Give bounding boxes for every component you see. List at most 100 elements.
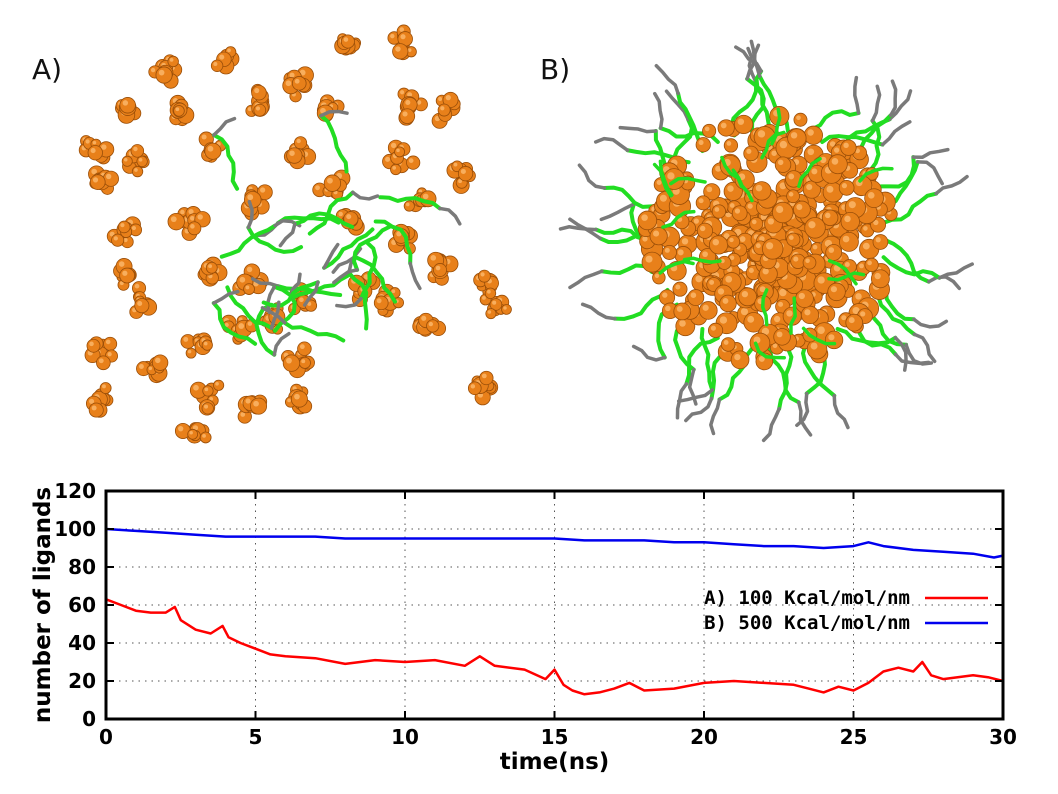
atom-highlight bbox=[405, 202, 410, 207]
atom-highlight bbox=[133, 146, 138, 152]
atom-sphere bbox=[752, 181, 772, 201]
atom-sphere bbox=[298, 356, 311, 369]
atom-highlight bbox=[470, 384, 476, 389]
bond-line bbox=[770, 107, 782, 146]
bond-line bbox=[753, 341, 786, 360]
ligand-tail bbox=[934, 174, 969, 196]
ligand-tail bbox=[761, 406, 781, 443]
atom-highlight bbox=[189, 215, 195, 221]
atom-sphere bbox=[187, 221, 202, 236]
atom-highlight bbox=[148, 366, 153, 371]
ligand-tail bbox=[887, 89, 913, 122]
atom-sphere bbox=[204, 142, 222, 160]
atom-highlight bbox=[492, 300, 497, 305]
atom-highlight bbox=[123, 237, 128, 243]
ligand-tail bbox=[631, 344, 667, 362]
atom-highlight bbox=[757, 130, 766, 138]
atom-sphere bbox=[673, 302, 692, 321]
ligand-chain bbox=[373, 219, 413, 266]
atom-highlight bbox=[706, 186, 713, 193]
bond-line bbox=[777, 346, 794, 411]
bond-line bbox=[853, 75, 861, 115]
bond-line bbox=[272, 284, 297, 333]
bond-line bbox=[211, 301, 258, 346]
atom-highlight bbox=[395, 46, 401, 52]
atom-highlight bbox=[137, 300, 143, 306]
atom-highlight bbox=[741, 290, 749, 298]
bond-line bbox=[754, 69, 772, 132]
bond-line bbox=[664, 89, 690, 122]
ligand-tail bbox=[888, 79, 898, 118]
atom-highlight bbox=[863, 226, 868, 231]
tick-marks bbox=[105, 490, 1004, 720]
bond-line bbox=[915, 160, 944, 186]
ligand-cluster bbox=[335, 208, 365, 236]
atom-highlight bbox=[215, 381, 219, 386]
atom-highlight bbox=[102, 384, 106, 389]
atom-sphere bbox=[719, 294, 737, 313]
legend-label: A) 100 Kcal/mol/nm bbox=[704, 587, 910, 609]
atom-sphere bbox=[243, 190, 262, 209]
bond-line bbox=[265, 285, 277, 315]
atom-highlight bbox=[676, 305, 683, 312]
atom-highlight bbox=[120, 223, 125, 228]
ligand-chain bbox=[261, 280, 320, 308]
surface-ligand bbox=[789, 296, 797, 335]
bond-line bbox=[652, 162, 673, 198]
atom-highlight bbox=[396, 148, 400, 153]
atom-highlight bbox=[786, 310, 793, 317]
atom-highlight bbox=[824, 212, 831, 219]
atom-sphere bbox=[202, 385, 214, 397]
atom-highlight bbox=[712, 238, 720, 246]
atom-highlight bbox=[806, 183, 813, 191]
atom-sphere bbox=[726, 235, 741, 249]
surface-ligand bbox=[669, 176, 707, 186]
atom-sphere bbox=[711, 204, 727, 219]
bond-line bbox=[893, 335, 908, 372]
surface-ligand bbox=[801, 326, 837, 346]
atom-highlight bbox=[776, 205, 784, 214]
atom-highlight bbox=[702, 304, 709, 311]
atom-highlight bbox=[842, 235, 850, 243]
atom-sphere bbox=[695, 195, 711, 211]
atom-sphere bbox=[373, 295, 389, 311]
ligand-tail bbox=[653, 91, 664, 130]
atom-highlight bbox=[841, 315, 847, 321]
ligand-cluster bbox=[479, 287, 512, 320]
y-tick-label: 120 bbox=[54, 479, 96, 503]
series-line-b bbox=[105, 527, 1004, 559]
ligand-tail bbox=[568, 269, 604, 290]
panel-a-snapshot bbox=[78, 24, 512, 444]
atom-highlight bbox=[113, 236, 118, 241]
ligand-cluster bbox=[283, 136, 317, 170]
atom-sphere bbox=[804, 217, 826, 239]
bond-line bbox=[260, 306, 287, 325]
atom-sphere bbox=[403, 200, 415, 212]
atom-sphere bbox=[743, 145, 759, 162]
atom-highlight bbox=[138, 364, 144, 369]
ligand-chain bbox=[282, 320, 346, 343]
atom-highlight bbox=[487, 289, 491, 294]
surface-ligand bbox=[682, 256, 722, 264]
bond-line bbox=[580, 302, 617, 321]
atom-highlight bbox=[189, 431, 193, 435]
atom-sphere bbox=[786, 232, 801, 247]
atom-highlight bbox=[421, 315, 427, 321]
atom-sphere bbox=[130, 144, 145, 158]
atom-highlight bbox=[138, 157, 143, 162]
atom-highlight bbox=[338, 211, 343, 217]
bond-line bbox=[801, 342, 837, 398]
atom-highlight bbox=[739, 236, 746, 242]
panel-a-label: A) bbox=[32, 53, 62, 86]
atom-sphere bbox=[89, 174, 106, 190]
ligand-tail bbox=[749, 39, 762, 79]
ligand-cluster bbox=[237, 394, 268, 424]
ligand-tail bbox=[212, 116, 237, 137]
atom-highlight bbox=[767, 218, 775, 225]
atom-highlight bbox=[789, 235, 794, 240]
atom-sphere bbox=[840, 211, 860, 232]
atom-highlight bbox=[346, 214, 352, 220]
ligand-tail bbox=[853, 75, 861, 115]
atom-highlight bbox=[247, 194, 254, 201]
ligand-tail bbox=[319, 109, 349, 118]
